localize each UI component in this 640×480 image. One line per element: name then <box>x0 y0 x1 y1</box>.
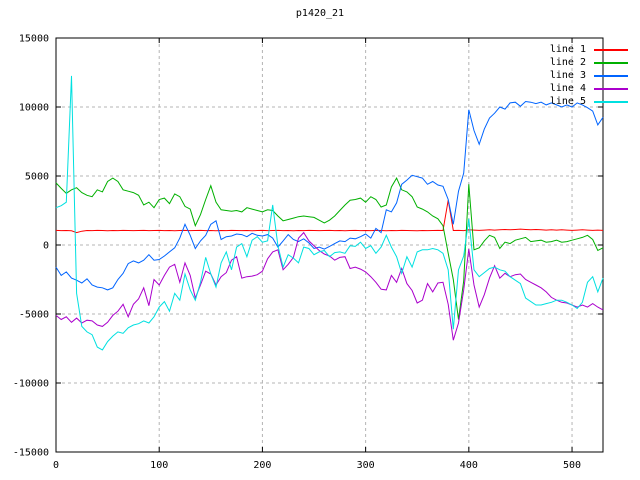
x-axis-tick-label: 400 <box>460 460 478 471</box>
legend-line-sample <box>594 100 628 103</box>
legend-item: line 4 <box>522 82 628 95</box>
legend-item: line 2 <box>522 56 628 69</box>
series-line-2 <box>55 176 604 320</box>
legend-item: line 1 <box>522 43 628 56</box>
legend-label: line 3 <box>549 70 586 81</box>
y-axis-tick-label: 15000 <box>19 34 49 45</box>
y-axis-tick-label: 5000 <box>25 172 49 183</box>
series-line-3 <box>55 100 604 291</box>
legend-item: line 3 <box>522 69 628 82</box>
legend-line-sample <box>594 61 628 64</box>
x-axis-tick-label: 300 <box>357 460 375 471</box>
chart-title: p1420_21 <box>295 8 345 19</box>
y-axis-tick-label: 0 <box>43 241 49 252</box>
legend: line 1 line 2 line 3 line 4 line 5 <box>522 43 628 108</box>
legend-label: line 1 <box>549 44 586 55</box>
x-axis-tick-label: 500 <box>563 460 581 471</box>
x-axis-tick-label: 100 <box>150 460 168 471</box>
plot-border <box>55 37 604 453</box>
series-line-1 <box>55 200 604 234</box>
series-line-5 <box>55 75 604 351</box>
legend-line-sample <box>594 74 628 77</box>
legend-line-sample <box>594 87 628 90</box>
x-axis-tick-label: 0 <box>53 460 59 471</box>
legend-item: line 5 <box>522 95 628 108</box>
y-axis-tick-label: -5000 <box>19 310 49 321</box>
legend-line-sample <box>594 48 628 51</box>
x-axis-tick-label: 200 <box>253 460 271 471</box>
legend-label: line 5 <box>549 96 586 107</box>
legend-label: line 4 <box>549 83 586 94</box>
legend-label: line 2 <box>549 57 586 68</box>
y-axis-tick-label: -15000 <box>13 448 49 459</box>
y-axis-tick-label: 10000 <box>19 103 49 114</box>
y-axis-tick-label: -10000 <box>13 379 49 390</box>
